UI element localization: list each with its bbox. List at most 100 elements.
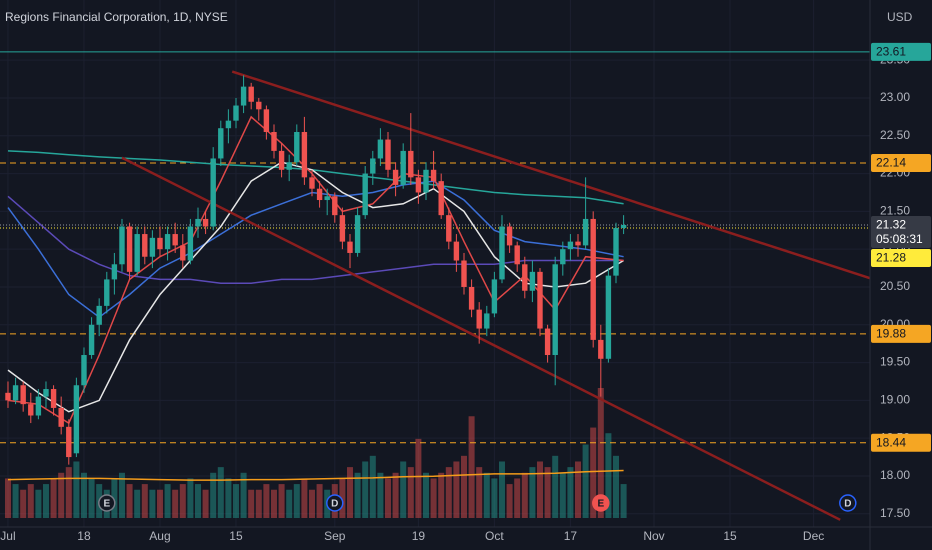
candle-body xyxy=(256,101,262,110)
volume-bar xyxy=(172,489,179,518)
candle-body xyxy=(271,131,277,151)
volume-bar xyxy=(620,484,627,518)
price-tag-label: 18.44 xyxy=(876,435,906,449)
x-tick-label: 15 xyxy=(229,529,243,543)
volume-bar xyxy=(12,484,19,518)
candle-body xyxy=(50,389,57,408)
trend-line xyxy=(231,70,870,280)
volume-bar xyxy=(384,478,391,518)
volume-bar xyxy=(346,467,353,518)
candle-body xyxy=(35,396,42,416)
volume-bar xyxy=(301,478,308,518)
candle-body xyxy=(12,385,19,401)
volume-bar xyxy=(240,472,247,518)
candle-body xyxy=(195,218,201,227)
candle-body xyxy=(225,120,232,129)
candle-body xyxy=(575,241,581,246)
candle-body xyxy=(96,305,102,325)
candle-body xyxy=(476,309,482,329)
candle-body xyxy=(119,226,125,265)
candle-body xyxy=(377,139,384,159)
candle-body xyxy=(43,389,49,397)
volume-bar xyxy=(491,478,498,518)
x-tick-label: Jul xyxy=(0,529,15,543)
volume-bar xyxy=(202,489,209,518)
candle-body xyxy=(88,324,95,356)
volume-bar xyxy=(597,388,604,518)
candle-body xyxy=(552,264,558,356)
candle-body xyxy=(111,264,118,280)
volume-bar xyxy=(20,489,27,518)
volume-bar xyxy=(248,489,255,518)
price-tag xyxy=(871,433,931,452)
candle-body xyxy=(104,279,110,306)
volume-bar xyxy=(445,467,452,518)
volume-bar xyxy=(407,467,414,518)
event-marker: D xyxy=(326,494,344,512)
event-label: D xyxy=(844,499,851,510)
candle-body xyxy=(499,226,505,280)
candle-body xyxy=(567,241,574,250)
y-tick-label: 17.50 xyxy=(880,506,910,520)
candle-body xyxy=(514,245,520,265)
candle-body xyxy=(202,218,209,227)
y-tick-label: 18.00 xyxy=(880,468,910,482)
volume-bar xyxy=(339,478,346,518)
volume-bar xyxy=(141,484,148,518)
candle-body xyxy=(522,264,528,291)
candle-body xyxy=(506,226,513,246)
candle-body xyxy=(332,196,338,216)
candle-body xyxy=(28,404,34,416)
volume-bar xyxy=(362,461,369,518)
chart-title: Regions Financial Corporation, 1D, NYSE xyxy=(5,10,228,24)
candle-body xyxy=(354,215,361,253)
volume-bar xyxy=(460,455,467,518)
volume-bar xyxy=(73,461,80,518)
price-tag xyxy=(871,42,931,61)
candle-body xyxy=(126,226,133,272)
price-tag-label: 21.32 xyxy=(876,218,906,232)
price-tag xyxy=(871,153,931,172)
volume-bar xyxy=(111,478,118,518)
candle-body xyxy=(20,385,26,405)
volume-bar xyxy=(536,461,543,518)
event-circle xyxy=(326,494,344,512)
y-tick-label: 21.50 xyxy=(880,204,910,218)
candle-body xyxy=(278,150,285,170)
volume-bar xyxy=(65,467,72,518)
price-tag-label: 21.28 xyxy=(876,251,906,265)
candle-body xyxy=(5,392,11,401)
price-tag-label: 22.14 xyxy=(876,156,906,170)
volume-bar xyxy=(4,478,11,518)
candle-body xyxy=(544,328,551,356)
volume-bar xyxy=(392,472,399,518)
volume-bar xyxy=(582,444,589,518)
candle-body xyxy=(157,237,163,250)
volume-bar xyxy=(415,438,422,518)
candle-body xyxy=(218,128,224,159)
volume-bar xyxy=(126,484,133,518)
volume-bar xyxy=(179,484,186,518)
volume-bar xyxy=(453,461,460,518)
candle-body xyxy=(180,245,186,261)
x-tick-label: Sep xyxy=(324,529,346,543)
volume-bar xyxy=(194,484,201,518)
x-tick-label: 18 xyxy=(77,529,91,543)
volume-bar xyxy=(293,484,300,518)
candle-body xyxy=(316,188,323,201)
candle-body xyxy=(560,249,566,265)
event-marker: D xyxy=(839,494,857,512)
x-tick-label: Dec xyxy=(803,529,824,543)
candle-body xyxy=(370,158,376,174)
candle-body xyxy=(598,339,604,359)
volume-ma xyxy=(7,469,624,481)
candle-body xyxy=(286,162,292,170)
volume-bar xyxy=(210,472,217,518)
event-circle xyxy=(839,494,857,512)
volume-bar xyxy=(590,427,597,518)
candle-body xyxy=(484,313,490,329)
candle-body xyxy=(430,169,437,182)
x-tick-label: 17 xyxy=(564,529,578,543)
x-tick-label: Aug xyxy=(149,529,170,543)
volume-bar xyxy=(605,433,612,518)
